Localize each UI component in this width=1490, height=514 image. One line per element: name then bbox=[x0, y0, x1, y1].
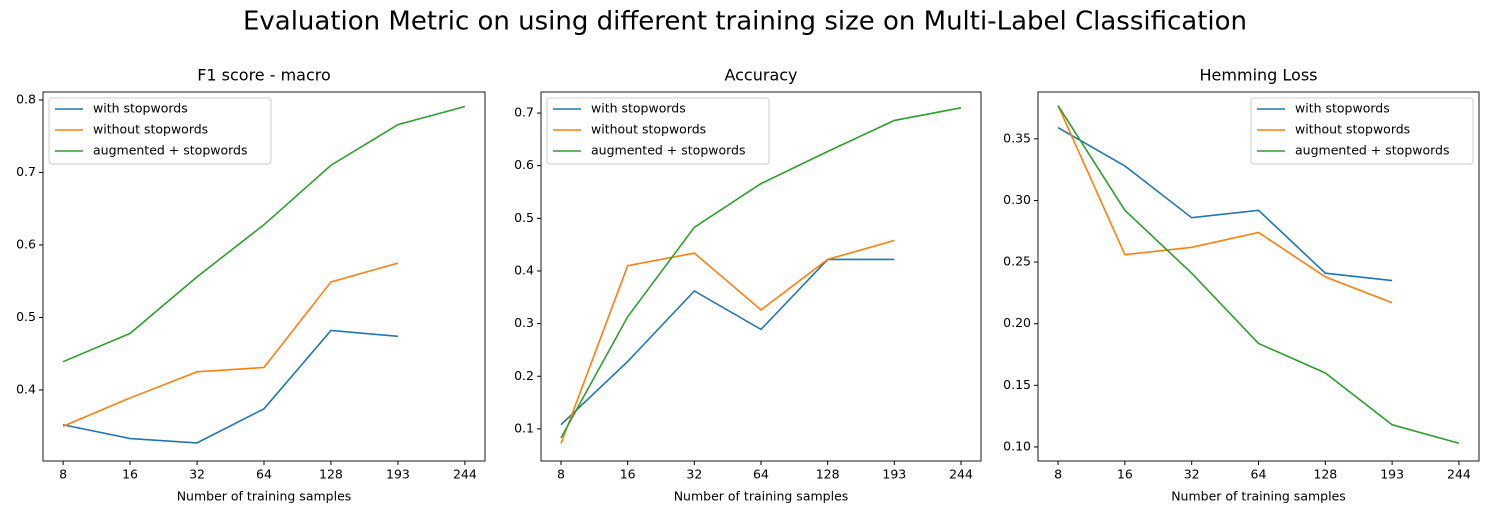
series-line bbox=[560, 107, 962, 439]
y-tick-label: 0.5 bbox=[16, 309, 36, 324]
legend-label: without stopwords bbox=[1295, 122, 1410, 137]
x-tick-label: 8 bbox=[1054, 467, 1062, 482]
y-tick-label: 0.25 bbox=[1003, 254, 1031, 269]
subplot-title: Accuracy bbox=[724, 66, 797, 85]
legend-label: augmented + stopwords bbox=[591, 143, 746, 158]
legend-box bbox=[48, 97, 272, 165]
series-line bbox=[62, 105, 466, 363]
y-tick-label: 0.4 bbox=[514, 262, 534, 277]
x-tick-label: 16 bbox=[620, 467, 636, 482]
legend-label: without stopwords bbox=[591, 122, 706, 137]
y-tick-label: 0.1 bbox=[514, 420, 534, 435]
subplot-title: F1 score - macro bbox=[197, 66, 331, 85]
x-tick-label: 64 bbox=[256, 467, 272, 482]
x-tick-label: 128 bbox=[816, 467, 840, 482]
y-tick-label: 0.8 bbox=[16, 91, 36, 106]
x-axis-label: Number of training samples bbox=[177, 489, 352, 504]
legend: with stopwords without stopwords augmented… bbox=[546, 97, 770, 165]
legend-box bbox=[546, 97, 770, 165]
legend: with stopwords without stopwords augmented… bbox=[1250, 97, 1474, 165]
x-tick-label: 128 bbox=[319, 467, 343, 482]
x-tick-label: 64 bbox=[1251, 467, 1267, 482]
x-tick-label: 193 bbox=[1380, 467, 1404, 482]
y-tick-label: 0.3 bbox=[514, 315, 534, 330]
legend-label: with stopwords bbox=[591, 101, 686, 116]
series-line bbox=[1057, 127, 1393, 282]
series-line bbox=[1057, 105, 1460, 445]
y-tick-label: 0.10 bbox=[1003, 438, 1031, 453]
x-tick-label: 193 bbox=[882, 467, 906, 482]
y-tick-label: 0.7 bbox=[16, 164, 36, 179]
y-tick-label: 0.6 bbox=[16, 236, 36, 251]
x-tick-label: 16 bbox=[1117, 467, 1133, 482]
series-line bbox=[62, 262, 399, 427]
legend-label: augmented + stopwords bbox=[93, 143, 248, 158]
figure-title: Evaluation Metric on using different tra… bbox=[243, 7, 1247, 37]
series-line bbox=[560, 239, 895, 444]
series-line bbox=[560, 258, 895, 426]
y-tick-label: 0.2 bbox=[514, 368, 534, 383]
x-tick-label: 193 bbox=[386, 467, 410, 482]
y-tick-label: 0.20 bbox=[1003, 315, 1031, 330]
x-tick-label: 128 bbox=[1313, 467, 1337, 482]
x-tick-label: 244 bbox=[453, 467, 477, 482]
axes-frame bbox=[1037, 91, 1480, 462]
legend-label: with stopwords bbox=[1295, 101, 1390, 116]
y-tick-label: 0.35 bbox=[1003, 130, 1031, 145]
x-tick-label: 8 bbox=[59, 467, 67, 482]
x-tick-label: 244 bbox=[1447, 467, 1471, 482]
x-tick-label: 244 bbox=[949, 467, 973, 482]
x-tick-label: 16 bbox=[122, 467, 138, 482]
y-tick-label: 0.30 bbox=[1003, 192, 1031, 207]
legend-label: without stopwords bbox=[93, 122, 208, 137]
x-tick-label: 8 bbox=[557, 467, 565, 482]
legend-box bbox=[1250, 97, 1474, 165]
legend: with stopwords without stopwords augmented… bbox=[48, 97, 272, 165]
legend-label: with stopwords bbox=[93, 101, 188, 116]
series-line bbox=[62, 329, 399, 444]
y-tick-label: 0.15 bbox=[1003, 377, 1031, 392]
axes-frame bbox=[540, 91, 982, 462]
axes-frame bbox=[42, 91, 486, 462]
series-line bbox=[1057, 105, 1393, 304]
x-tick-label: 32 bbox=[686, 467, 702, 482]
x-tick-label: 32 bbox=[1184, 467, 1200, 482]
y-tick-label: 0.4 bbox=[16, 381, 36, 396]
y-tick-label: 0.7 bbox=[514, 105, 534, 120]
x-tick-label: 32 bbox=[189, 467, 205, 482]
y-tick-label: 0.6 bbox=[514, 157, 534, 172]
x-axis-label: Number of training samples bbox=[1171, 489, 1346, 504]
legend-label: augmented + stopwords bbox=[1295, 143, 1450, 158]
subplot-title: Hemming Loss bbox=[1200, 66, 1318, 85]
x-axis-label: Number of training samples bbox=[674, 489, 849, 504]
x-tick-label: 64 bbox=[753, 467, 769, 482]
y-tick-label: 0.5 bbox=[514, 210, 534, 225]
